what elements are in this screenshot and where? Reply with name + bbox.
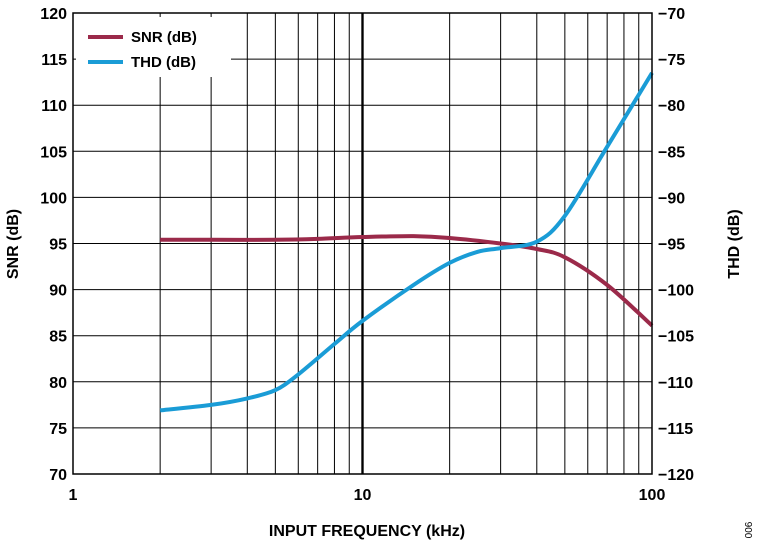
series-lines — [159, 71, 654, 413]
x-axis-label: INPUT FREQUENCY (kHz) — [269, 523, 465, 540]
y-right-tick-label: −85 — [658, 144, 685, 161]
y-left-tick-label: 70 — [49, 467, 67, 484]
legend: SNR (dB) THD (dB) — [76, 17, 231, 77]
y-left-tick-label: 105 — [40, 144, 67, 161]
y-left-tick-label: 75 — [49, 421, 67, 438]
y-left-tick-label: 85 — [49, 329, 67, 346]
y-left-tick-label: 100 — [40, 190, 67, 207]
x-tick-labels: 1 10 100 — [69, 487, 666, 504]
legend-box — [76, 17, 231, 77]
series-line-snr — [160, 234, 654, 328]
figure-id: 006 — [744, 521, 755, 538]
y-left-tick-label: 110 — [41, 98, 67, 115]
grid-lines — [73, 13, 652, 474]
y-left-tick-label: 95 — [49, 237, 67, 254]
y-left-tick-label: 115 — [41, 52, 67, 69]
x-tick-label: 1 — [69, 487, 78, 504]
x-tick-label: 10 — [354, 487, 372, 504]
y-right-tick-label: −100 — [658, 283, 694, 300]
legend-label-thd: THD (dB) — [131, 54, 196, 71]
legend-label-snr: SNR (dB) — [131, 29, 197, 46]
y-right-tick-label: −75 — [658, 52, 685, 69]
series-line-thd — [159, 71, 654, 413]
y-right-tick-label: −115 — [658, 421, 693, 438]
plot-frame — [72, 12, 653, 475]
y-left-tick-label: 120 — [40, 6, 67, 23]
y-right-tick-label: −70 — [658, 6, 685, 23]
x-tick-label: 100 — [639, 487, 666, 504]
y-right-tick-label: −90 — [658, 190, 685, 207]
y-axis-left-label: SNR (dB) — [5, 209, 22, 279]
y-axis-right-label: THD (dB) — [726, 209, 743, 278]
y-right-tick-labels: −70 −75 −80 −85 −90 −95 −100 −105 −110 −115 −120 — [658, 6, 694, 484]
y-right-tick-label: −120 — [658, 467, 694, 484]
y-right-tick-label: −105 — [658, 329, 694, 346]
y-left-tick-label: 80 — [49, 375, 67, 392]
y-right-tick-label: −80 — [658, 98, 685, 115]
y-left-tick-label: 90 — [49, 283, 67, 300]
y-right-tick-label: −95 — [658, 237, 685, 254]
y-left-tick-labels: 120 115 110 105 100 95 90 85 80 75 70 — [40, 6, 67, 484]
y-right-tick-label: −110 — [658, 375, 693, 392]
